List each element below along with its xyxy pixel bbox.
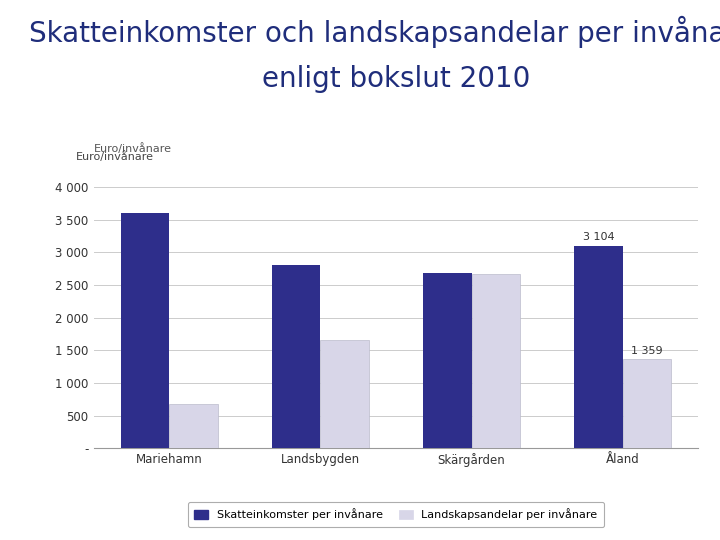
Bar: [623, 360, 671, 448]
Legend: Skatteinkomster per invånare, Landskapsandelar per invånare: Skatteinkomster per invånare, Landskapsa…: [188, 502, 604, 527]
Text: 3 104: 3 104: [582, 232, 614, 242]
Bar: [272, 265, 320, 448]
Text: 1 359: 1 359: [631, 346, 662, 356]
Text: enligt bokslut 2010: enligt bokslut 2010: [262, 65, 530, 93]
Text: Skatteinkomster och landskapsandelar per invånare,: Skatteinkomster och landskapsandelar per…: [30, 16, 720, 49]
Bar: [423, 273, 472, 448]
Bar: [320, 340, 369, 448]
Bar: [169, 404, 217, 448]
Bar: [575, 246, 623, 448]
Bar: [121, 213, 169, 448]
Text: Euro/invånare: Euro/invånare: [76, 151, 154, 162]
Text: Euro/invånare: Euro/invånare: [94, 143, 171, 154]
Bar: [472, 274, 520, 448]
